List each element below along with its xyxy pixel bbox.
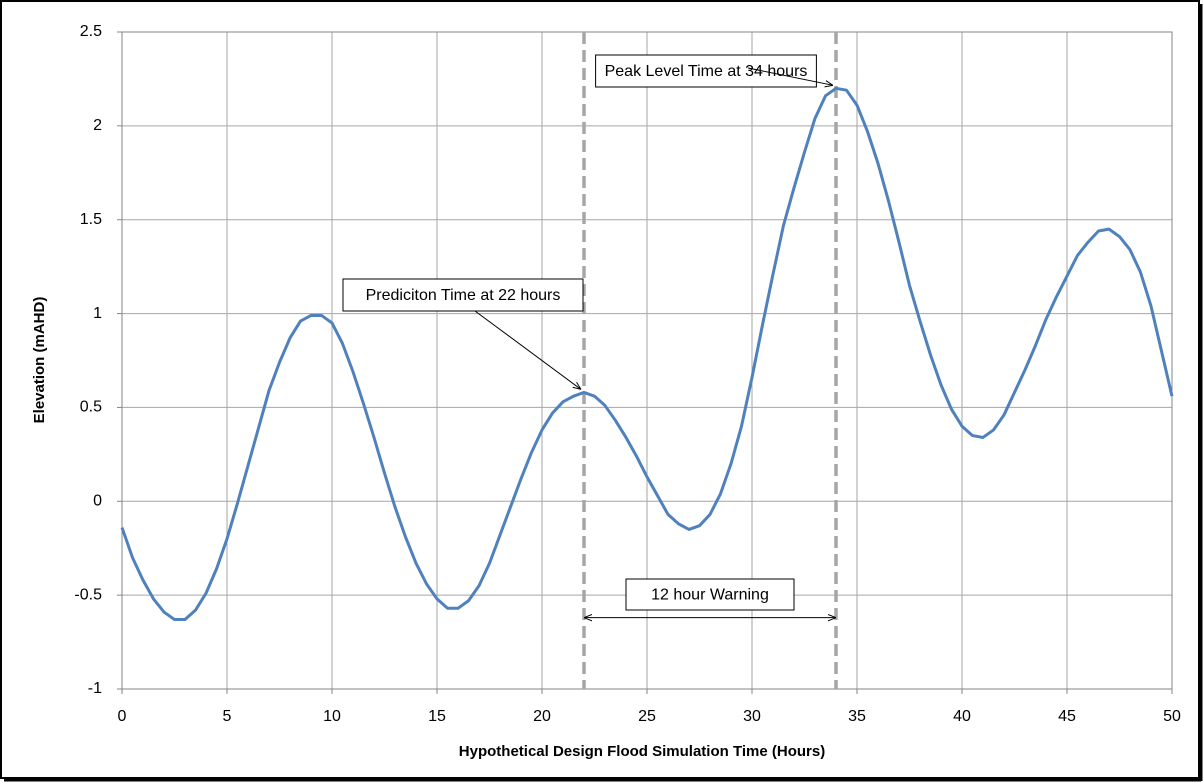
y-tick-label: 0.5 bbox=[80, 399, 102, 416]
y-tick-label: -0.5 bbox=[74, 586, 102, 603]
x-tick-label: 30 bbox=[743, 708, 761, 725]
x-tick-label: 50 bbox=[1163, 708, 1181, 725]
annotation-arrow bbox=[747, 67, 833, 85]
annotation-text: Peak Level Time at 34 hours bbox=[605, 63, 808, 80]
annotation-text: Prediciton Time at 22 hours bbox=[366, 287, 561, 304]
x-tick-label: 0 bbox=[118, 708, 127, 725]
x-tick-label: 25 bbox=[638, 708, 656, 725]
annotation-box bbox=[342, 278, 584, 312]
x-tick-label: 45 bbox=[1058, 708, 1076, 725]
x-tick-label: 5 bbox=[223, 708, 232, 725]
annotation-arrow bbox=[474, 310, 581, 389]
y-axis-title: Elevation (mAHD) bbox=[31, 297, 48, 424]
annotation-box bbox=[595, 54, 817, 88]
y-tick-label: 2 bbox=[93, 117, 102, 134]
x-tick-label: 40 bbox=[953, 708, 971, 725]
y-tick-label: 2.5 bbox=[80, 23, 102, 40]
y-tick-label: -1 bbox=[88, 680, 102, 697]
x-tick-label: 35 bbox=[848, 708, 866, 725]
x-tick-label: 15 bbox=[428, 708, 446, 725]
annotation-box bbox=[625, 578, 795, 611]
x-axis-title: Hypothetical Design Flood Simulation Tim… bbox=[459, 743, 825, 760]
y-tick-label: 0 bbox=[93, 493, 102, 510]
line-series bbox=[120, 86, 1174, 622]
x-tick-label: 10 bbox=[323, 708, 341, 725]
y-tick-label: 1.5 bbox=[80, 211, 102, 228]
plot-border bbox=[121, 31, 1173, 690]
y-tick-label: 1 bbox=[93, 305, 102, 322]
x-tick-label: 20 bbox=[533, 708, 551, 725]
annotation-text: 12 hour Warning bbox=[651, 587, 769, 604]
